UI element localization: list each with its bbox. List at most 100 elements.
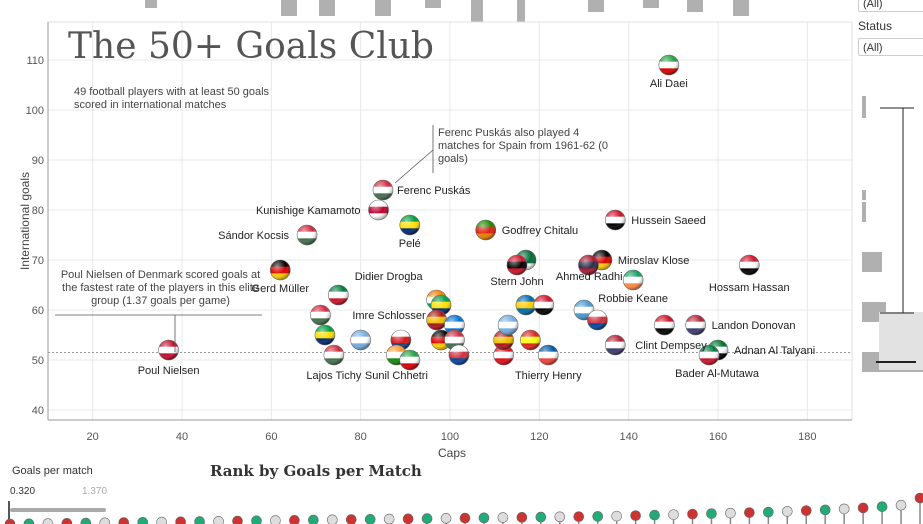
point-label: Ferenc Puskás [397, 185, 471, 197]
rank-flag-dot [402, 513, 414, 524]
point-label: Sándor Kocsis [218, 230, 289, 242]
flag-marker-iraq [604, 209, 626, 231]
flag-gloss [698, 344, 720, 366]
y-tick-label: 60 [32, 305, 44, 317]
right-strip-bar [862, 190, 866, 200]
rank-flag-dot [781, 506, 793, 517]
point-label: Landon Donovan [712, 320, 796, 332]
rank-flag-dot [80, 517, 92, 524]
page-subtitle: 49 football players with at least 50 goa… [74, 86, 270, 111]
top-strip-bar [375, 0, 391, 16]
flag-gloss [604, 209, 626, 231]
flag-marker-spain [426, 309, 447, 331]
rank-flag-dot [99, 517, 111, 524]
y-tick-label: 90 [32, 155, 44, 167]
x-tick-label: 120 [530, 431, 548, 443]
y-tick-label: 50 [32, 355, 44, 367]
rank-flag-dot [326, 514, 338, 524]
flag-gloss [520, 329, 541, 351]
x-tick-label: 60 [265, 431, 277, 443]
y-tick-label: 110 [26, 55, 44, 67]
flag-gloss [310, 304, 331, 326]
rank-flag-dot [668, 509, 679, 520]
rank-flag-dot [725, 507, 736, 519]
point-label: Sunil Chhetri [365, 370, 428, 382]
point-label: Hossam Hassan [709, 282, 790, 294]
flag-marker-hungary [372, 179, 394, 201]
point-label: Bader Al-Mutawa [675, 368, 760, 380]
rank-flag-dot [554, 511, 566, 523]
flag-marker-japan [368, 199, 389, 221]
flag-gloss [448, 344, 470, 366]
rank-flag-dot [706, 508, 717, 519]
flag-gloss [622, 269, 644, 291]
rank-flag-dot [251, 515, 262, 524]
point-label: Pelé [399, 238, 421, 250]
flag-gloss [604, 334, 626, 356]
rank-flag-dot [630, 510, 641, 521]
rank-flag-dot [289, 515, 300, 524]
top-filter-select[interactable]: (All) [858, 0, 923, 12]
flag-marker-hungary [296, 224, 318, 246]
x-axis-label: Caps [438, 446, 467, 460]
flag-marker-hungary [323, 344, 345, 366]
nielsen-annotation: Poul Nielsen of Denmark scored goals at … [60, 269, 261, 307]
rank-flag-dot [383, 513, 395, 524]
rank-flag-dot [763, 506, 774, 518]
top-strip-bar [471, 0, 483, 26]
point-label: Lajos Tichy [306, 370, 362, 382]
rank-flag-dot [459, 512, 471, 524]
rank-flag-dot [497, 512, 509, 523]
rank-flag-dot [345, 514, 357, 524]
y-tick-label: 40 [32, 405, 44, 417]
point-label: Godfrey Chitalu [502, 225, 578, 237]
flag-marker-egypt [533, 294, 555, 316]
status-filter-label: Status [858, 19, 893, 33]
goals-per-match-min: 0.320 [10, 486, 36, 497]
right-strip-bar [862, 96, 866, 118]
flag-marker-egypt [738, 254, 760, 276]
rank-flag-dot [42, 518, 54, 524]
rank-flag-dot [800, 505, 812, 516]
point-label: Adnan Al Talyani [734, 345, 815, 357]
point-label: Thierry Henry [515, 370, 582, 382]
flag-gloss [497, 314, 519, 336]
rank-chart-title: Rank by Goals per Match [210, 462, 422, 480]
flag-marker-hungary [310, 304, 331, 326]
rank-flag-dot [61, 518, 73, 524]
top-strip-bar [733, 0, 749, 16]
status-filter-select[interactable]: (All) [858, 38, 923, 56]
puskas-annotation: Ferenc Puskás also played 4 matches for … [438, 127, 608, 165]
top-strip-bar [687, 0, 703, 12]
right-strip-bar [862, 202, 866, 222]
flag-marker-brazil [314, 324, 336, 346]
goals-per-match-slider-handle[interactable] [8, 501, 20, 519]
top-strip-bar [319, 0, 335, 16]
flag-gloss [372, 179, 394, 201]
flag-marker-iran [658, 54, 680, 76]
flag-gloss [368, 199, 389, 221]
point-label: Kunishige Kamamoto [256, 205, 361, 217]
y-tick-label: 80 [32, 205, 44, 217]
top-strip-bar [145, 0, 157, 8]
page-title: The 50+ Goals Club [68, 26, 434, 67]
rank-flag-dot [213, 516, 224, 524]
point-label: Ahmed Radhi [556, 271, 623, 283]
point-label: Miroslav Klose [618, 255, 690, 267]
y-axis-label: International goals [18, 171, 32, 271]
y-tick-label: 70 [32, 255, 44, 267]
x-tick-label: 160 [709, 431, 727, 443]
point-label: Hussein Saeed [631, 215, 706, 227]
goals-per-match-slider[interactable] [10, 508, 106, 512]
flag-marker-argentina [497, 314, 519, 336]
flag-gloss [654, 314, 675, 336]
flag-marker-iran [399, 349, 421, 371]
rank-flag-dot [876, 501, 888, 512]
point-label: Stern John [490, 276, 543, 288]
flag-marker-thailand [578, 254, 599, 276]
rank-flag-dot [535, 511, 547, 523]
flag-gloss [587, 309, 608, 331]
rank-flag-dot [118, 517, 130, 524]
flag-gloss [328, 284, 349, 306]
